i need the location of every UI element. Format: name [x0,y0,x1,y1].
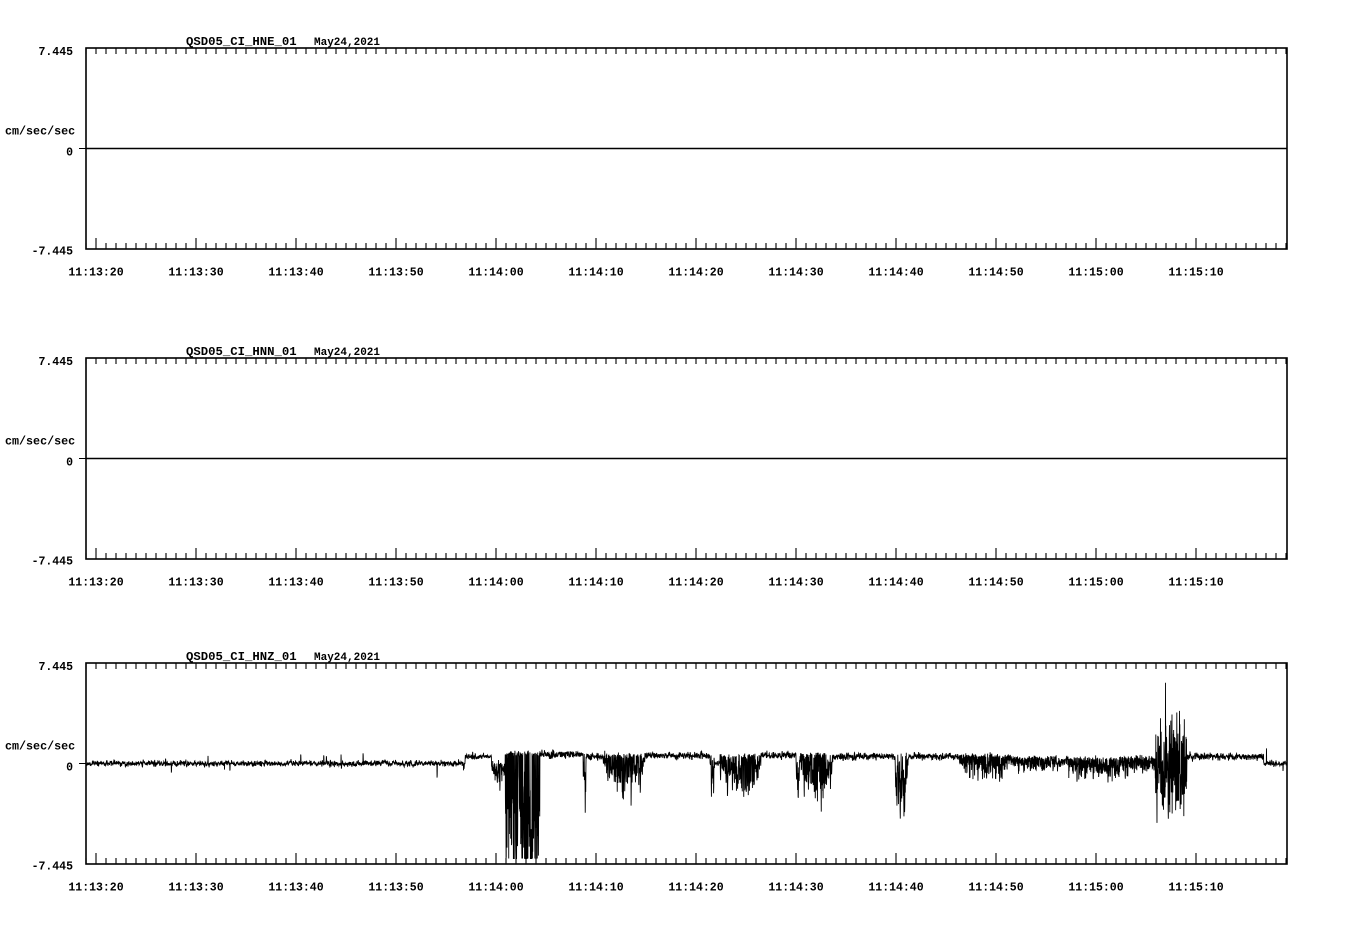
svg-text:cm/sec/sec: cm/sec/sec [5,739,75,753]
svg-text:cm/sec/sec: cm/sec/sec [5,434,75,448]
svg-text:-7.445: -7.445 [32,556,74,569]
svg-text:11:13:20: 11:13:20 [68,267,123,280]
svg-text:11:14:10: 11:14:10 [568,577,623,590]
svg-text:11:13:40: 11:13:40 [268,882,323,895]
svg-text:11:15:10: 11:15:10 [1168,882,1223,895]
svg-text:11:13:30: 11:13:30 [168,267,223,280]
svg-text:11:14:30: 11:14:30 [768,577,823,590]
svg-text:0: 0 [66,457,73,470]
svg-text:11:14:40: 11:14:40 [868,267,923,280]
svg-text:11:14:40: 11:14:40 [868,882,923,895]
svg-text:11:14:30: 11:14:30 [768,882,823,895]
svg-text:QSD05_CI_HNZ_01: QSD05_CI_HNZ_01 [186,650,297,664]
svg-text:11:14:00: 11:14:00 [468,267,523,280]
svg-text:11:13:30: 11:13:30 [168,577,223,590]
svg-text:11:13:40: 11:13:40 [268,267,323,280]
svg-text:0: 0 [66,762,73,775]
svg-text:11:14:10: 11:14:10 [568,882,623,895]
svg-text:11:14:30: 11:14:30 [768,267,823,280]
svg-text:11:14:50: 11:14:50 [968,577,1023,590]
svg-text:11:14:00: 11:14:00 [468,577,523,590]
svg-text:7.445: 7.445 [38,46,73,59]
svg-text:11:14:20: 11:14:20 [668,882,723,895]
svg-text:11:14:20: 11:14:20 [668,577,723,590]
svg-text:7.445: 7.445 [38,661,73,674]
svg-text:May24,2021: May24,2021 [314,37,380,49]
svg-text:11:15:00: 11:15:00 [1068,577,1123,590]
svg-text:11:13:50: 11:13:50 [368,882,423,895]
svg-text:11:15:00: 11:15:00 [1068,267,1123,280]
svg-text:11:13:20: 11:13:20 [68,882,123,895]
svg-text:11:15:00: 11:15:00 [1068,882,1123,895]
svg-text:11:13:30: 11:13:30 [168,882,223,895]
svg-text:May24,2021: May24,2021 [314,347,380,359]
svg-text:11:15:10: 11:15:10 [1168,267,1223,280]
svg-text:QSD05_CI_HNE_01: QSD05_CI_HNE_01 [186,35,297,49]
svg-text:11:14:10: 11:14:10 [568,267,623,280]
svg-text:11:14:00: 11:14:00 [468,882,523,895]
svg-text:11:13:50: 11:13:50 [368,267,423,280]
svg-text:11:13:40: 11:13:40 [268,577,323,590]
svg-text:cm/sec/sec: cm/sec/sec [5,124,75,138]
svg-text:0: 0 [66,147,73,160]
svg-text:11:14:50: 11:14:50 [968,882,1023,895]
svg-text:QSD05_CI_HNN_01: QSD05_CI_HNN_01 [186,345,297,359]
svg-text:11:13:20: 11:13:20 [68,577,123,590]
svg-text:-7.445: -7.445 [32,246,74,259]
svg-text:May24,2021: May24,2021 [314,652,380,664]
svg-text:-7.445: -7.445 [32,861,74,874]
svg-text:11:14:20: 11:14:20 [668,267,723,280]
svg-text:11:14:40: 11:14:40 [868,577,923,590]
svg-text:11:14:50: 11:14:50 [968,267,1023,280]
svg-text:11:15:10: 11:15:10 [1168,577,1223,590]
svg-text:11:13:50: 11:13:50 [368,577,423,590]
svg-text:7.445: 7.445 [38,356,73,369]
